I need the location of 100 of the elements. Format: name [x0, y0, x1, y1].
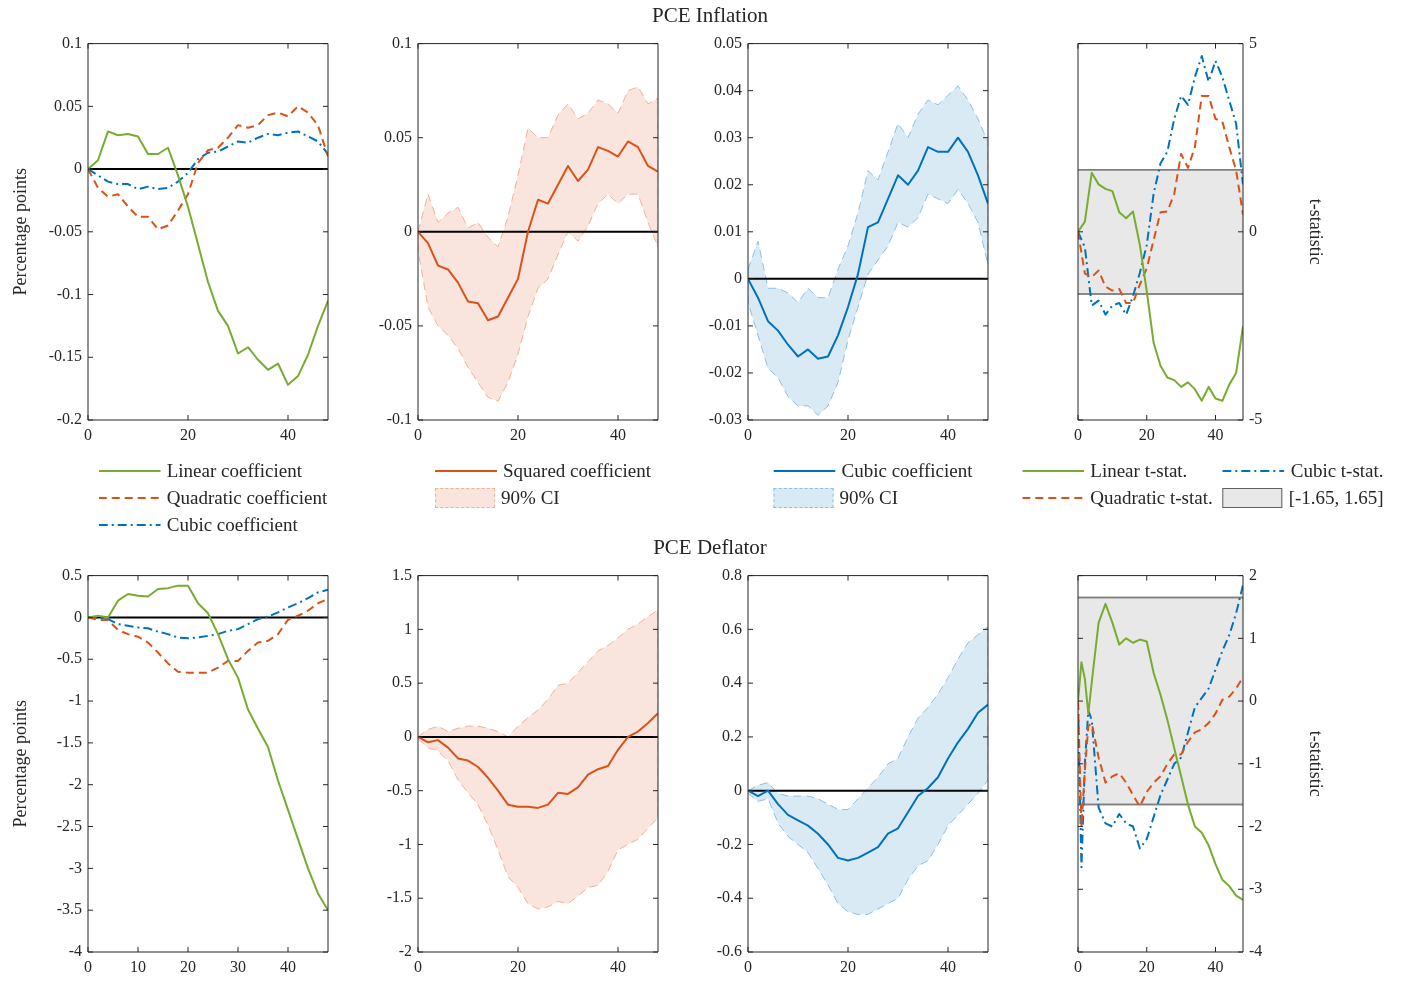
y-tick-label: -4: [1249, 942, 1263, 960]
y-tick-label: 0: [1249, 691, 1257, 709]
y-tick-label: -0.2: [56, 410, 82, 428]
y-tick-label: 0: [1249, 222, 1257, 239]
x-tick-label: 40: [940, 425, 956, 443]
y-tick-label: -0.4: [716, 888, 742, 906]
x-tick-label: 20: [840, 425, 856, 443]
y-tick-label: 0: [404, 222, 412, 239]
x-tick-label: 0: [1074, 957, 1082, 975]
text: PCE Inflation: [650, 3, 770, 28]
x-tick-label: 30: [230, 957, 246, 975]
x-tick-label: 0: [1074, 425, 1082, 443]
y-tick-label: 0.8: [722, 565, 742, 583]
text: 90% CI: [839, 486, 899, 509]
y-tick-label: -2.5: [56, 816, 82, 834]
legend-label: [-1.65, 1.65]: [1288, 486, 1384, 509]
y-tick-label: 0: [74, 607, 82, 625]
y-tick-label: 0.03: [714, 127, 742, 145]
legend-label: Cubic coefficient: [841, 459, 973, 482]
y-tick-label: -3: [1249, 879, 1263, 897]
y-tick-label: 0: [74, 159, 82, 177]
y-tick-label: -1.5: [386, 888, 412, 906]
y-tick-label: -0.03: [708, 410, 742, 428]
x-tick-label: 40: [610, 957, 626, 975]
legend-label: Quadratic t-stat.: [1090, 486, 1213, 509]
y-tick-label: -0.5: [386, 780, 412, 798]
x-tick-label: 20: [840, 957, 856, 975]
y-tick-label: -0.05: [378, 316, 412, 334]
y-tick-label: 0.05: [54, 96, 82, 114]
legend-label: Squared coefficient: [503, 459, 651, 482]
y-tick-label: -0.05: [48, 222, 82, 239]
x-tick-label: 20: [180, 425, 196, 443]
y-tick-label: 0.1: [392, 33, 412, 51]
y-tick-label: -1: [398, 834, 412, 852]
x-tick-label: 20: [510, 957, 526, 975]
y-tick-label: -3: [68, 858, 82, 876]
legend-label: Linear t-stat.: [1090, 459, 1188, 482]
x-tick-label: 40: [280, 957, 296, 975]
y-axis-title: Percentage points: [9, 700, 30, 828]
legend-label: Cubic t-stat.: [1290, 459, 1384, 482]
y-axis-title: t-statistic: [1306, 198, 1327, 265]
y-tick-label: 0.4: [722, 673, 742, 691]
y-tick-label: 0.6: [722, 619, 742, 637]
line-series: [1078, 584, 1243, 869]
x-tick-label: 10: [130, 957, 146, 975]
line-series: [1078, 55, 1243, 316]
y-tick-label: -0.1: [386, 410, 412, 428]
y-tick-label: -2: [68, 774, 82, 792]
x-tick-label: 20: [510, 425, 526, 443]
legend-label: Cubic coefficient: [166, 513, 298, 536]
legend-label: Linear coefficient: [166, 459, 302, 482]
y-tick-label: -3.5: [56, 900, 82, 918]
y-tick-label: 0.5: [62, 565, 82, 583]
y-tick-label: 0.04: [714, 80, 742, 98]
text: PCE Deflator: [652, 535, 768, 560]
y-axis-title: Percentage points: [9, 168, 30, 296]
legend-label: Quadratic coefficient: [166, 486, 328, 509]
y-tick-label: -0.5: [56, 649, 82, 667]
y-tick-label: 2: [1249, 565, 1257, 583]
y-tick-label: -0.02: [708, 363, 742, 381]
y-tick-label: 0: [734, 780, 742, 798]
x-tick-label: 40: [1207, 425, 1224, 443]
x-tick-label: 40: [1207, 957, 1224, 975]
y-tick-label: 1: [1249, 628, 1257, 646]
y-tick-label: -0.15: [48, 347, 82, 365]
y-tick-label: -0.1: [56, 284, 82, 302]
x-tick-label: 20: [1138, 957, 1155, 975]
x-tick-label: 20: [1138, 425, 1155, 443]
y-tick-label: 0: [734, 269, 742, 287]
line-series: [1078, 94, 1243, 304]
y-tick-label: -5: [1249, 410, 1263, 428]
y-tick-label: 0.05: [714, 33, 742, 51]
y-tick-label: 0.02: [714, 174, 742, 192]
y-tick-label: -1: [1249, 754, 1263, 771]
y-tick-label: -1: [68, 691, 82, 709]
y-tick-label: -0.6: [716, 942, 742, 960]
y-tick-label: -0.2: [716, 834, 742, 852]
y-tick-label: -0.01: [708, 316, 742, 334]
y-tick-label: 1.5: [392, 565, 412, 583]
y-tick-label: 0: [404, 727, 412, 745]
y-axis-title: t-statistic: [1306, 730, 1327, 797]
x-tick-label: 40: [940, 957, 956, 975]
y-tick-label: 0.05: [384, 127, 412, 145]
x-tick-label: 40: [610, 425, 626, 443]
y-tick-label: -1.5: [56, 733, 82, 751]
y-tick-label: 0.5: [392, 673, 412, 691]
x-tick-label: 40: [280, 425, 296, 443]
line-series: [88, 105, 328, 231]
y-tick-label: 5: [1249, 33, 1257, 51]
y-tick-label: -2: [398, 942, 412, 960]
y-tick-label: 1: [404, 619, 412, 637]
line-series: [88, 130, 328, 191]
y-tick-label: -2: [1249, 816, 1263, 834]
y-tick-label: -4: [68, 942, 82, 960]
line-series: [88, 598, 328, 674]
x-tick-label: 20: [180, 957, 196, 975]
y-tick-label: 0.1: [62, 33, 82, 51]
y-tick-label: 0.01: [714, 222, 742, 239]
text: 90% CI: [501, 486, 560, 509]
y-tick-label: 0.2: [722, 727, 742, 745]
